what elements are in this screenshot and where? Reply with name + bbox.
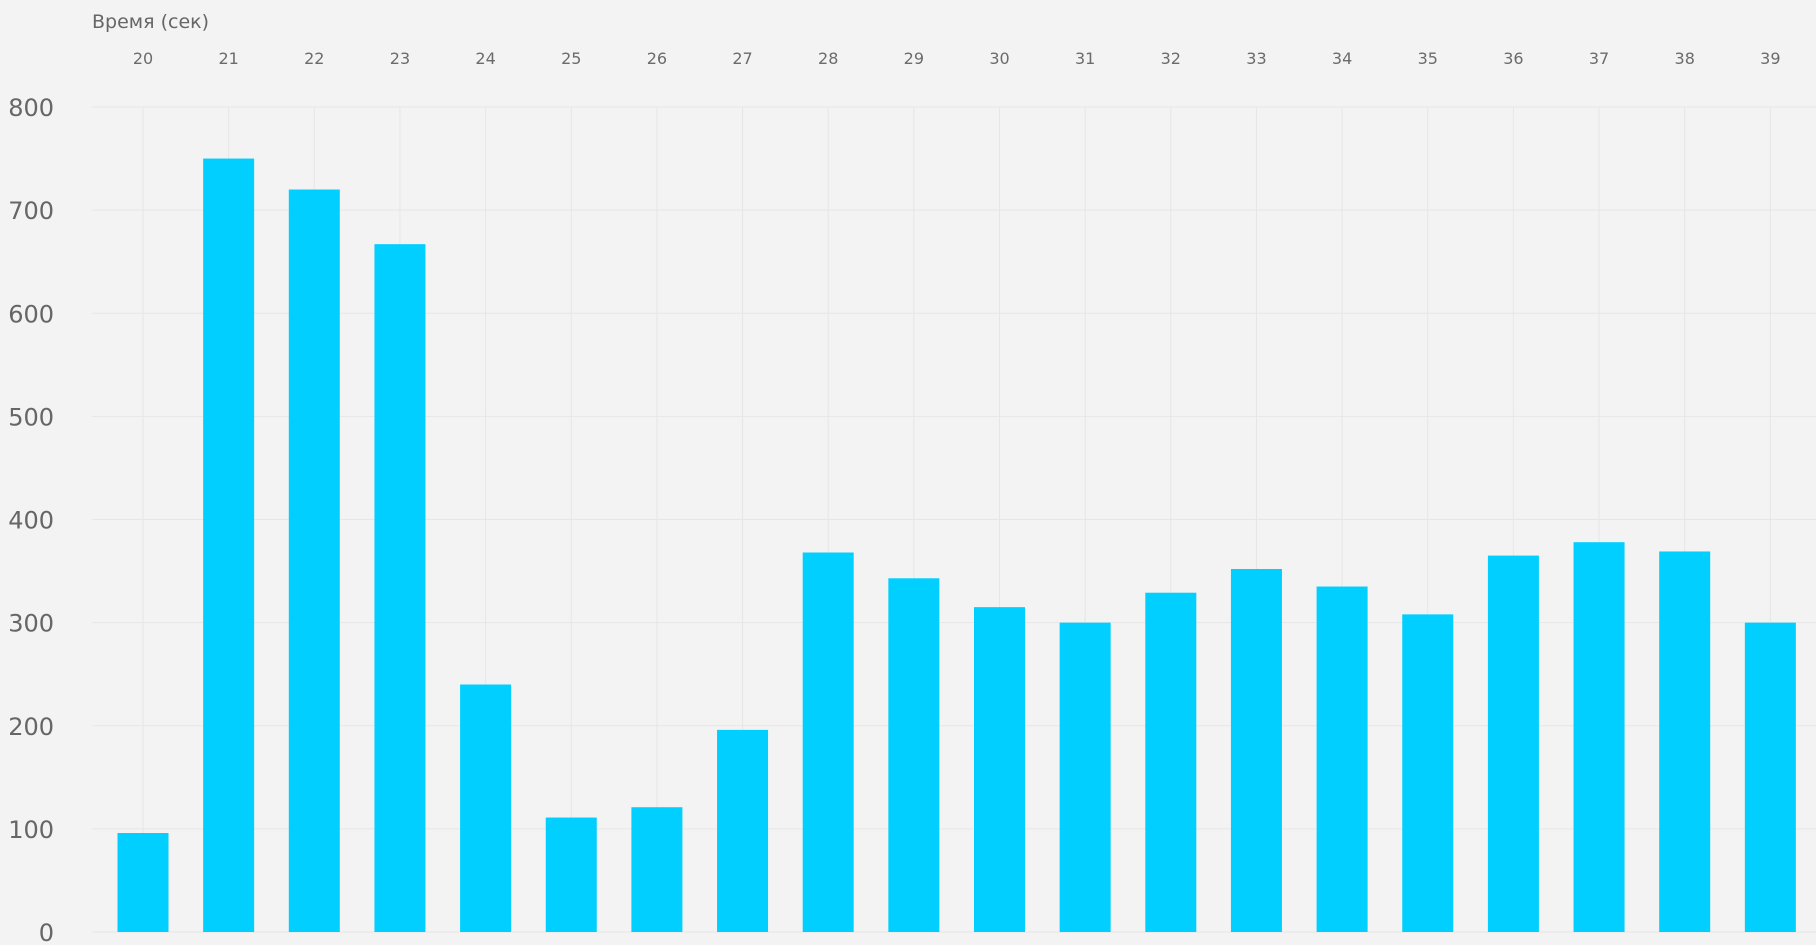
y-axis: 0 100 200 300 400 500 600 700 800 xyxy=(8,94,54,945)
x-tick-label: 28 xyxy=(818,49,838,68)
x-tick-label: 31 xyxy=(1075,49,1095,68)
bar-21 xyxy=(203,158,255,932)
bar-24 xyxy=(460,684,512,932)
y-tick-label: 300 xyxy=(8,610,54,638)
x-tick-label: 20 xyxy=(133,49,153,68)
x-tick-label: 37 xyxy=(1589,49,1609,68)
bars-layer xyxy=(117,158,1796,932)
y-tick-label: 200 xyxy=(8,713,54,741)
y-tick-label: 500 xyxy=(8,403,54,431)
y-tick-label: 400 xyxy=(8,507,54,535)
x-tick-label: 26 xyxy=(647,49,667,68)
x-tick-label: 36 xyxy=(1503,49,1523,68)
y-tick-label: 0 xyxy=(39,919,54,945)
x-tick-label: 29 xyxy=(904,49,924,68)
bar-38 xyxy=(1659,551,1711,932)
bar-23 xyxy=(374,244,426,932)
x-tick-label: 25 xyxy=(561,49,581,68)
y-tick-label: 600 xyxy=(8,300,54,328)
x-tick-label: 34 xyxy=(1332,49,1352,68)
x-axis: 20 21 22 23 24 25 26 27 28 29 30 31 32 33 34 35 36 37 38 39 xyxy=(133,49,1781,68)
x-tick-label: 21 xyxy=(218,49,238,68)
bar-37 xyxy=(1573,542,1625,932)
bar-28 xyxy=(802,552,854,932)
bar-36 xyxy=(1487,555,1539,932)
x-tick-label: 38 xyxy=(1675,49,1695,68)
y-tick-label: 100 xyxy=(8,816,54,844)
x-tick-label: 23 xyxy=(390,49,410,68)
bar-20 xyxy=(117,833,169,932)
grid-layer xyxy=(92,106,1816,933)
x-axis-title: Время (сек) xyxy=(92,11,209,33)
x-tick-label: 33 xyxy=(1246,49,1266,68)
bar-27 xyxy=(717,729,769,932)
x-tick-label: 27 xyxy=(732,49,752,68)
x-tick-label: 30 xyxy=(989,49,1009,68)
x-tick-label: 39 xyxy=(1760,49,1780,68)
y-tick-label: 700 xyxy=(8,197,54,225)
bar-34 xyxy=(1316,586,1368,932)
bar-31 xyxy=(1059,622,1111,932)
x-tick-label: 24 xyxy=(475,49,495,68)
bar-25 xyxy=(545,817,597,932)
x-tick-label: 22 xyxy=(304,49,324,68)
bar-33 xyxy=(1230,569,1282,932)
bar-29 xyxy=(888,578,940,932)
bar-30 xyxy=(974,607,1025,932)
bar-39 xyxy=(1744,622,1796,932)
x-tick-label: 35 xyxy=(1418,49,1438,68)
y-tick-label: 800 xyxy=(8,94,54,122)
bar-26 xyxy=(631,807,683,932)
x-tick-label: 32 xyxy=(1161,49,1181,68)
bar-32 xyxy=(1145,592,1197,932)
bar-35 xyxy=(1402,614,1454,932)
bar-22 xyxy=(288,189,340,932)
